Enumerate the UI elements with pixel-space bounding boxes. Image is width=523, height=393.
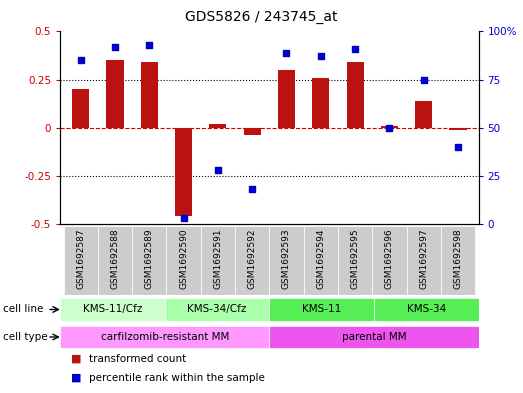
Text: KMS-34/Cfz: KMS-34/Cfz — [187, 305, 247, 314]
Bar — [269, 226, 304, 295]
Point — [214, 167, 222, 173]
Text: GSM1692592: GSM1692592 — [248, 228, 257, 288]
Text: cell type: cell type — [3, 332, 47, 342]
Point — [454, 144, 462, 150]
Point — [111, 44, 119, 50]
Bar — [209, 124, 226, 128]
Bar — [278, 70, 295, 128]
Bar — [406, 226, 441, 295]
Bar — [72, 89, 89, 128]
Point — [351, 46, 359, 52]
Text: KMS-11: KMS-11 — [302, 305, 342, 314]
Point — [76, 57, 85, 63]
Text: GSM1692593: GSM1692593 — [282, 228, 291, 289]
Text: ■: ■ — [71, 373, 81, 382]
Bar — [381, 126, 398, 128]
Bar — [166, 226, 201, 295]
Point — [145, 42, 153, 48]
Text: GSM1692598: GSM1692598 — [453, 228, 462, 289]
Text: GSM1692590: GSM1692590 — [179, 228, 188, 289]
Bar — [165, 298, 269, 321]
Text: ■: ■ — [71, 354, 81, 364]
Text: GSM1692595: GSM1692595 — [350, 228, 360, 289]
Bar — [60, 325, 269, 349]
Text: GSM1692597: GSM1692597 — [419, 228, 428, 289]
Text: GDS5826 / 243745_at: GDS5826 / 243745_at — [185, 10, 338, 24]
Bar — [141, 62, 158, 128]
Text: transformed count: transformed count — [89, 354, 186, 364]
Bar — [132, 226, 166, 295]
Point — [316, 53, 325, 60]
Bar — [235, 226, 269, 295]
Bar — [449, 128, 467, 130]
Text: carfilzomib-resistant MM: carfilzomib-resistant MM — [100, 332, 229, 342]
Bar — [374, 298, 479, 321]
Bar — [64, 226, 98, 295]
Text: GSM1692589: GSM1692589 — [145, 228, 154, 289]
Text: KMS-34: KMS-34 — [406, 305, 446, 314]
Bar — [269, 298, 374, 321]
Point — [179, 215, 188, 221]
Text: KMS-11/Cfz: KMS-11/Cfz — [83, 305, 142, 314]
Bar — [244, 128, 261, 136]
Bar — [304, 226, 338, 295]
Bar — [347, 62, 363, 128]
Bar — [441, 226, 475, 295]
Point — [385, 125, 394, 131]
Text: GSM1692591: GSM1692591 — [213, 228, 222, 289]
Point — [248, 186, 256, 193]
Bar — [269, 325, 479, 349]
Point — [419, 76, 428, 83]
Bar — [60, 298, 165, 321]
Text: GSM1692587: GSM1692587 — [76, 228, 85, 289]
Text: percentile rank within the sample: percentile rank within the sample — [89, 373, 265, 382]
Point — [282, 50, 291, 56]
Bar — [415, 101, 432, 128]
Bar — [107, 60, 123, 128]
Bar — [98, 226, 132, 295]
Bar — [175, 128, 192, 216]
Text: parental MM: parental MM — [342, 332, 406, 342]
Text: GSM1692594: GSM1692594 — [316, 228, 325, 288]
Bar — [372, 226, 406, 295]
Text: GSM1692588: GSM1692588 — [110, 228, 120, 289]
Text: GSM1692596: GSM1692596 — [385, 228, 394, 289]
Text: cell line: cell line — [3, 305, 43, 314]
Bar — [312, 78, 329, 128]
Bar — [201, 226, 235, 295]
Bar — [338, 226, 372, 295]
